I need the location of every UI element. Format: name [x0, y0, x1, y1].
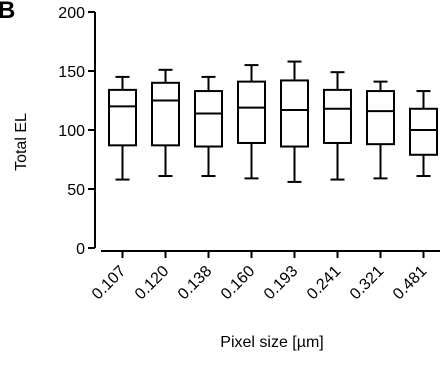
x-tick-label: 0.481	[390, 263, 430, 303]
y-tick-label: 50	[67, 182, 85, 199]
x-tick-label: 0.120	[132, 263, 172, 303]
iqr-box	[280, 79, 309, 148]
x-tick-label: 0.193	[261, 263, 301, 303]
x-tick-label: 0.160	[218, 263, 258, 303]
panel-label: B	[0, 0, 15, 24]
y-axis-label: Total EL	[13, 113, 30, 171]
box-0.160	[237, 64, 266, 180]
y-axis: 0 50 100 150 200	[58, 5, 96, 258]
y-tick-label: 150	[58, 64, 85, 81]
x-axis: 0.107 0.120 0.138 0.160 0.193 0.241 0.321 0.481	[89, 250, 440, 303]
boxes-layer	[108, 60, 438, 183]
iqr-box	[323, 88, 352, 144]
x-tick-label: 0.107	[89, 263, 129, 303]
y-tick-label: 0	[76, 241, 85, 258]
box-0.107	[108, 75, 137, 181]
box-0.138	[194, 75, 223, 178]
x-tick-label: 0.241	[304, 263, 344, 303]
y-tick-label: 200	[58, 5, 85, 22]
iqr-box	[194, 90, 223, 148]
box-0.321	[366, 80, 395, 180]
x-tick-label: 0.138	[175, 263, 215, 303]
box-0.120	[151, 68, 180, 178]
iqr-box	[108, 88, 137, 147]
x-tick-label: 0.321	[347, 263, 387, 303]
box-0.193	[280, 60, 309, 183]
iqr-box	[366, 90, 395, 146]
x-axis-label: Pixel size [µm]	[220, 334, 323, 351]
iqr-box	[409, 107, 438, 156]
iqr-box	[151, 81, 180, 147]
box-0.481	[409, 90, 438, 178]
box-0.241	[323, 71, 352, 181]
y-tick-label: 100	[58, 123, 85, 140]
iqr-box	[237, 80, 266, 144]
